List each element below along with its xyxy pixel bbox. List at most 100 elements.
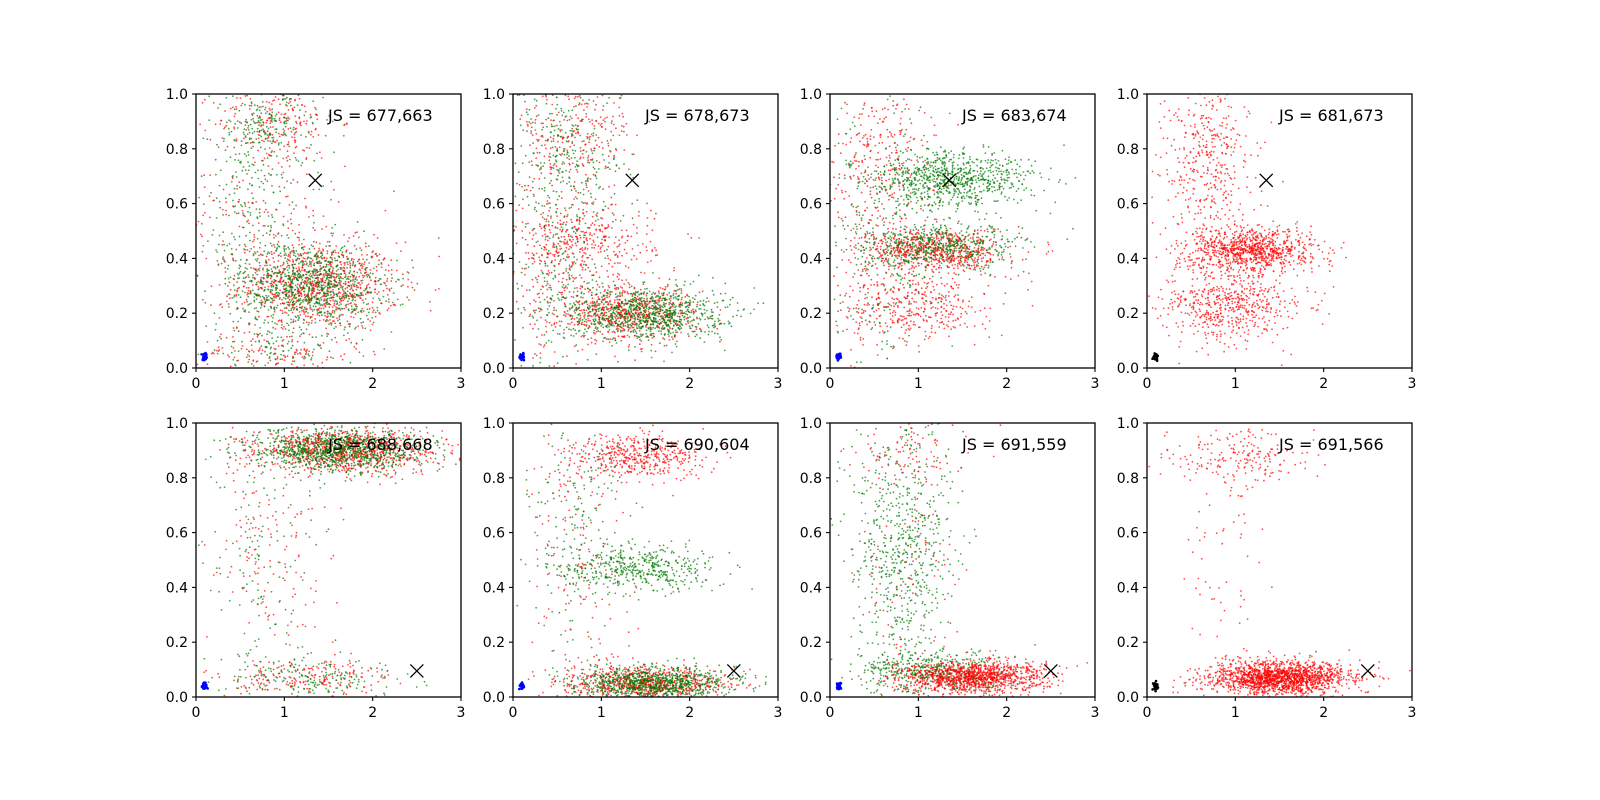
scatter-point	[252, 202, 254, 205]
scatter-point	[546, 251, 549, 254]
scatter-point	[645, 233, 648, 236]
scatter-point	[367, 302, 370, 305]
scatter-point	[577, 131, 580, 134]
scatter-point	[675, 297, 678, 300]
scatter-point	[292, 109, 294, 112]
scatter-point	[262, 267, 264, 270]
scatter-point	[348, 237, 351, 239]
scatter-point	[271, 117, 274, 120]
scatter-point	[329, 319, 331, 321]
scatter-point	[581, 266, 584, 269]
scatter-point	[639, 338, 641, 341]
scatter-point	[281, 298, 283, 301]
series-1-points	[196, 94, 441, 368]
scatter-point	[333, 294, 335, 297]
scatter-point	[621, 279, 623, 282]
scatter-point	[306, 258, 309, 260]
scatter-point	[621, 294, 624, 297]
scatter-point	[577, 125, 579, 127]
scatter-point	[279, 270, 281, 273]
scatter-point	[298, 231, 301, 234]
scatter-point	[310, 133, 312, 136]
scatter-point	[362, 258, 364, 260]
scatter-point	[270, 275, 272, 278]
scatter-point	[228, 243, 231, 245]
scatter-point	[650, 260, 652, 262]
scatter-point	[602, 303, 605, 305]
scatter-point	[576, 240, 579, 243]
scatter-point	[385, 284, 387, 287]
scatter-point	[308, 263, 311, 266]
scatter-point	[254, 278, 256, 280]
scatter-point	[291, 360, 294, 363]
scatter-point	[377, 263, 380, 266]
scatter-point	[624, 317, 627, 320]
scatter-point	[673, 269, 675, 272]
scatter-point	[279, 279, 281, 282]
scatter-point	[727, 320, 730, 323]
scatter-point	[645, 329, 648, 332]
scatter-point	[567, 313, 569, 315]
scatter-point	[253, 233, 256, 236]
scatter-point	[650, 356, 653, 359]
scatter-point	[222, 256, 225, 259]
scatter-point	[283, 359, 286, 362]
scatter-point	[257, 222, 260, 225]
scatter-point	[250, 247, 253, 250]
scatter-point	[588, 304, 591, 307]
scatter-point	[354, 265, 356, 268]
scatter-point	[561, 163, 563, 165]
scatter-point	[309, 298, 311, 300]
scatter-point	[204, 212, 206, 214]
scatter-point	[270, 114, 272, 116]
scatter-point	[290, 222, 293, 225]
scatter-point	[257, 169, 259, 172]
scatter-point	[617, 328, 620, 330]
scatter-point	[292, 331, 294, 334]
scatter-point	[272, 126, 274, 128]
scatter-point	[544, 247, 546, 249]
scatter-point	[702, 299, 705, 302]
scatter-point	[240, 347, 243, 350]
origin-cluster	[200, 351, 208, 362]
scatter-point	[276, 356, 279, 358]
scatter-point	[537, 275, 540, 277]
scatter-point	[611, 331, 614, 333]
scatter-point	[316, 269, 318, 272]
scatter-point	[332, 251, 335, 254]
scatter-point	[258, 129, 261, 132]
scatter-point	[253, 333, 256, 335]
scatter-point	[666, 293, 669, 296]
scatter-point	[252, 351, 255, 353]
scatter-point	[228, 131, 231, 134]
scatter-point	[374, 253, 377, 256]
scatter-point	[355, 248, 358, 251]
scatter-point	[223, 243, 226, 246]
scatter-point	[655, 295, 658, 297]
scatter-point	[293, 360, 296, 363]
scatter-point	[318, 314, 321, 317]
scatter-point	[290, 250, 293, 253]
scatter-point	[628, 168, 630, 171]
scatter-point	[295, 305, 298, 308]
scatter-point	[288, 309, 290, 312]
origin-point	[204, 354, 208, 358]
scatter-point	[347, 303, 349, 306]
scatter-point	[265, 152, 268, 155]
scatter-point	[375, 265, 378, 268]
scatter-point	[559, 128, 561, 131]
scatter-point	[690, 309, 693, 312]
scatter-point	[343, 294, 345, 296]
scatter-point	[334, 284, 336, 287]
scatter-point	[558, 320, 561, 323]
scatter-point	[597, 122, 600, 125]
scatter-point	[287, 340, 290, 343]
scatter-point	[280, 320, 283, 322]
scatter-point	[294, 284, 297, 287]
scatter-point	[350, 252, 353, 255]
scatter-point	[634, 359, 636, 362]
scatter-point	[299, 314, 302, 316]
scatter-point	[300, 283, 303, 285]
scatter-point	[719, 292, 722, 295]
scatter-point	[676, 324, 678, 327]
